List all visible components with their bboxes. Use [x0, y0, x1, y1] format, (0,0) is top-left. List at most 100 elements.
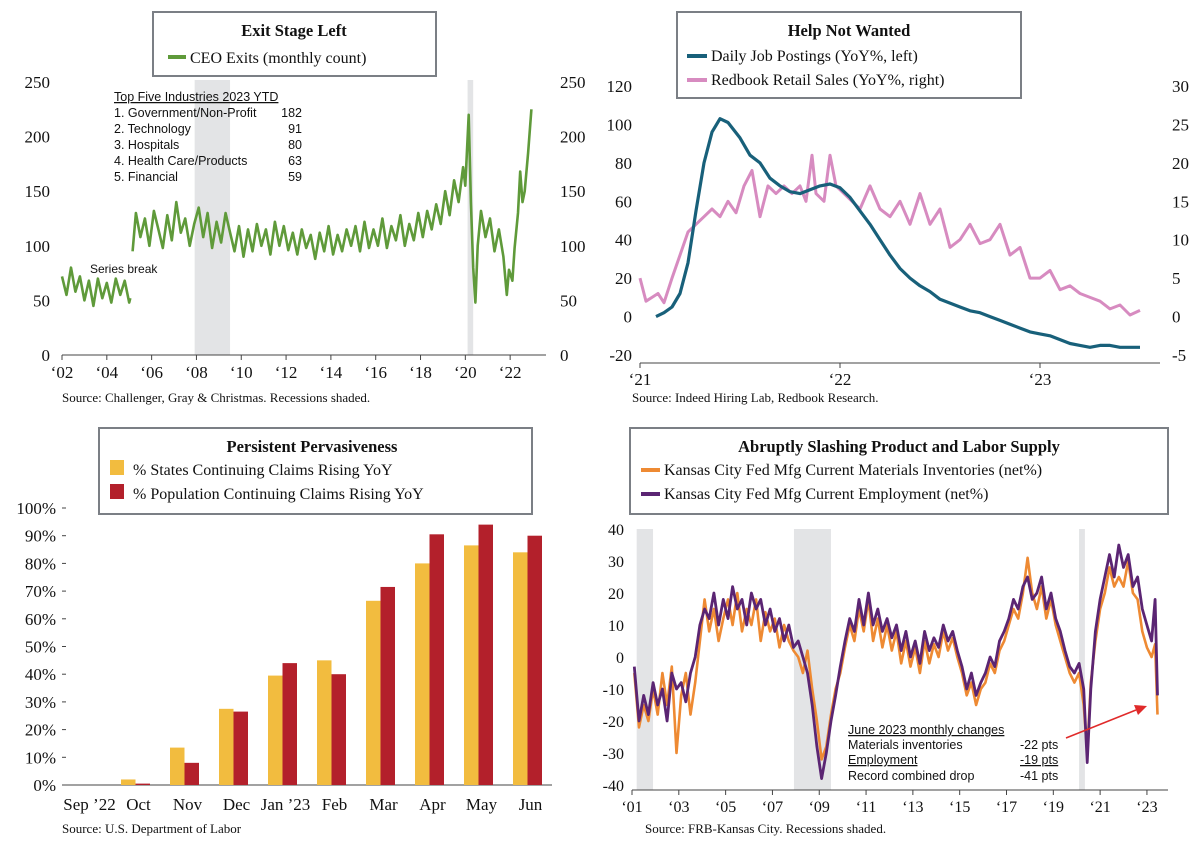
kc-x-tick-label: ‘01: [621, 799, 642, 816]
claims-source: Source: U.S. Department of Labor: [62, 821, 242, 836]
kc-annotation-row-label: Employment: [848, 753, 918, 767]
chart-kansas-city-fed: -40 -30 -20 -10 0 10 20 30 40 ‘01 ‘03 ‘05 ‘07 ‘09 ‘11…: [603, 427, 1169, 836]
claims-x-tick-label: Apr: [419, 795, 446, 814]
claims-x-tick-label: Mar: [369, 795, 398, 814]
redbook-y-tick: 5: [1172, 269, 1181, 288]
redbook-legend-label: Redbook Retail Sales (YoY%, right): [711, 72, 944, 89]
claims-chart-title: Persistent Pervasiveness: [227, 437, 398, 456]
kc-annotation-row-value: -19 pts: [1020, 753, 1058, 767]
claims-y-tick-label: 80%: [25, 554, 56, 573]
ceo-x-tick-label: ‘02: [51, 363, 74, 382]
claims-title-box: Persistent Pervasiveness % States Contin…: [98, 427, 533, 515]
claims-x-tick-label: Sep ’22: [63, 795, 115, 814]
claims-x-tick-label: Feb: [322, 795, 348, 814]
kc-series: [632, 543, 1159, 780]
states-legend-label: % States Continuing Claims Rising YoY: [133, 462, 393, 479]
ceo-right-y-tick: 50: [560, 291, 577, 310]
postings-y-tick: -20: [609, 346, 632, 365]
kc-y-tick-label: -10: [603, 682, 624, 699]
kc-annotation-row-label: Record combined drop: [848, 769, 975, 783]
claims-y-tick-label: 70%: [25, 582, 56, 601]
inset-row-value: 182: [281, 106, 302, 120]
ceo-x-tick-label: ‘06: [140, 363, 163, 382]
kc-x-tick-label: ‘13: [902, 799, 923, 816]
ceo-inset-table: Top Five Industries 2023 YTD 1. Governme…: [114, 90, 302, 184]
population-bar: [282, 663, 297, 785]
ceo-right-y-tick: 150: [560, 182, 586, 201]
help-x-ticks: ‘21 ‘22 ‘23: [629, 363, 1052, 389]
inset-row-value: 80: [288, 138, 302, 152]
ceo-legend-label: CEO Exits (monthly count): [190, 50, 366, 67]
population-bar: [331, 674, 346, 785]
ceo-right-y-ticks: 0 50 100 150 200 250: [560, 73, 586, 365]
population-bar: [380, 586, 395, 785]
claims-x-tick-label: Jun: [519, 795, 543, 814]
help-x-tick-label: ‘23: [1029, 370, 1052, 389]
help-chart-title: Help Not Wanted: [788, 21, 911, 40]
population-legend-label: % Population Continuing Claims Rising Yo…: [133, 486, 424, 503]
states-bar: [219, 708, 234, 785]
kc-annotation-row-label: Materials inventories: [848, 738, 963, 752]
redbook-y-ticks: -5 0 5 10 15 20 25 30: [1172, 77, 1189, 365]
redbook-y-tick: 20: [1172, 154, 1189, 173]
claims-y-tick-label: 50%: [25, 638, 56, 657]
postings-y-ticks: -20 0 20 40 60 80 100 120: [607, 77, 633, 365]
states-bar: [366, 600, 381, 785]
postings-y-tick: 80: [615, 154, 632, 173]
kc-annotation-title: June 2023 monthly changes: [848, 723, 1004, 737]
states-bar: [513, 552, 528, 785]
claims-x-tick-label: Jan ’23: [261, 795, 311, 814]
redbook-line: [638, 153, 1141, 317]
kc-y-tick-label: 30: [608, 554, 624, 571]
population-bar: [478, 524, 493, 785]
recession-band: [636, 529, 654, 790]
claims-y-tick-label: 0%: [33, 776, 56, 795]
kc-y-tick-label: 20: [608, 586, 624, 603]
kc-title-box: Abruptly Slashing Product and Labor Supp…: [629, 427, 1169, 515]
claims-x-tick-label: Nov: [173, 795, 203, 814]
population-bar: [527, 535, 542, 785]
kc-x-tick-label: ‘03: [668, 799, 689, 816]
states-bar: [464, 545, 479, 785]
ceo-exits-line-pre-break: [60, 266, 132, 308]
postings-y-tick: 20: [615, 269, 632, 288]
ceo-right-y-tick: 250: [560, 73, 586, 92]
claims-x-ticks: Sep ’22 Oct Nov Dec Jan ’23 Feb Mar Apr May Jun: [63, 795, 543, 814]
ceo-left-y-tick: 250: [25, 73, 51, 92]
ceo-left-y-tick: 0: [42, 346, 51, 365]
population-bar: [233, 711, 248, 785]
kc-chart-title: Abruptly Slashing Product and Labor Supp…: [738, 437, 1060, 456]
redbook-y-tick: 30: [1172, 77, 1189, 96]
chart-persistent-pervasiveness: 0% 10% 20% 30% 40% 50% 60% 70% 80% 90% 100% Sep ’2…: [16, 427, 552, 836]
claims-bars: [121, 524, 542, 785]
postings-y-tick: 60: [615, 192, 632, 211]
ceo-left-y-tick: 50: [33, 291, 50, 310]
kc-y-tick-label: 40: [608, 522, 624, 539]
ceo-chart-title: Exit Stage Left: [241, 21, 347, 40]
kc-x-tick-label: ‘15: [949, 799, 970, 816]
kc-y-tick-label: 10: [608, 618, 624, 635]
ceo-x-tick-label: ‘22: [499, 363, 522, 382]
kc-y-tick-label: -40: [603, 778, 624, 795]
redbook-y-tick: 15: [1172, 192, 1189, 211]
kc-x-tick-label: ‘07: [762, 799, 783, 816]
population-bar: [135, 783, 150, 785]
inset-row-label: 3. Hospitals: [114, 138, 179, 152]
ceo-x-tick-label: ‘04: [95, 363, 118, 382]
ceo-x-tick-label: ‘18: [409, 363, 432, 382]
recession-band: [1079, 529, 1085, 790]
claims-y-ticks: 0% 10% 20% 30% 40% 50% 60% 70% 80% 90% 100%: [16, 499, 66, 795]
help-x-tick-label: ‘21: [629, 370, 652, 389]
population-bar: [429, 534, 444, 785]
postings-y-tick: 0: [624, 308, 633, 327]
population-bar: [184, 762, 199, 785]
redbook-y-tick: 0: [1172, 308, 1181, 327]
kc-y-tick-label: -30: [603, 746, 624, 763]
claims-y-tick-label: 40%: [25, 665, 56, 684]
ceo-right-y-tick: 100: [560, 237, 586, 256]
series-break-label: Series break: [90, 262, 158, 276]
ceo-exits-line: [131, 109, 533, 304]
inset-row-label: 5. Financial: [114, 170, 178, 184]
kc-x-tick-label: ‘05: [715, 799, 736, 816]
